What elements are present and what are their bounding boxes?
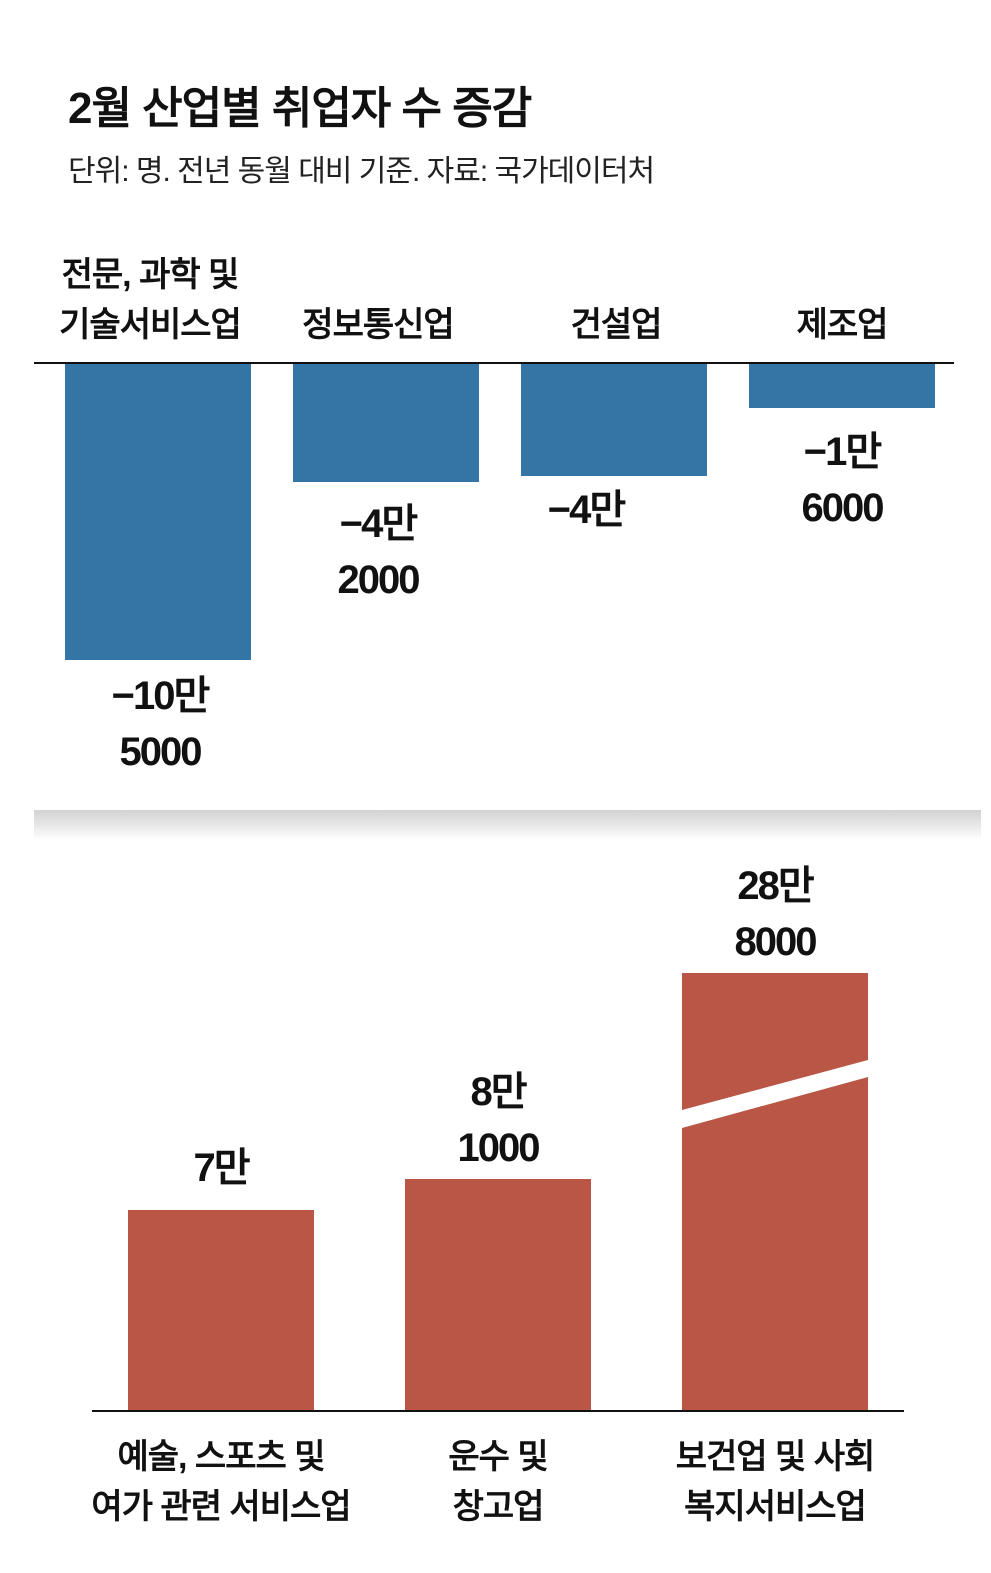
category-label: 전문, 과학 및 기술서비스업	[59, 256, 242, 344]
chart-subtitle: 단위: 명. 전년 동월 대비 기준. 자료: 국가데이터처	[68, 155, 655, 188]
category-label: 정보통신업	[302, 306, 454, 344]
value-label: −10만 5000	[111, 674, 211, 774]
bar-professional-services	[65, 364, 251, 660]
category-label: 건설업	[570, 306, 663, 344]
value-label: −4만	[547, 488, 626, 532]
category-label: 제조업	[796, 306, 889, 344]
value-label: 8만 1000	[457, 1070, 541, 1170]
chart-title: 2월 산업별 취업자 수 증감	[68, 84, 532, 133]
bar-health-social-welfare	[682, 973, 868, 1410]
bar-information-communication	[293, 364, 479, 482]
bar-manufacturing	[749, 364, 935, 408]
axis-break-icon	[682, 1060, 868, 1128]
bar-construction	[521, 364, 707, 476]
value-label: −1만 6000	[801, 430, 885, 530]
section-divider	[34, 810, 981, 840]
zero-axis	[92, 1410, 904, 1412]
category-label: 보건업 및 사회 복지서비스업	[675, 1438, 876, 1526]
category-label: 운수 및 창고업	[448, 1438, 548, 1526]
value-label: −4만 2000	[337, 502, 421, 602]
bar-arts-sports-leisure	[128, 1210, 314, 1410]
category-label: 예술, 스포츠 및 여가 관련 서비스업	[91, 1438, 351, 1526]
value-label: 7만	[193, 1146, 250, 1190]
bar-transport-storage	[405, 1179, 591, 1410]
value-label: 28만 8000	[734, 864, 818, 964]
zero-axis	[34, 362, 954, 364]
